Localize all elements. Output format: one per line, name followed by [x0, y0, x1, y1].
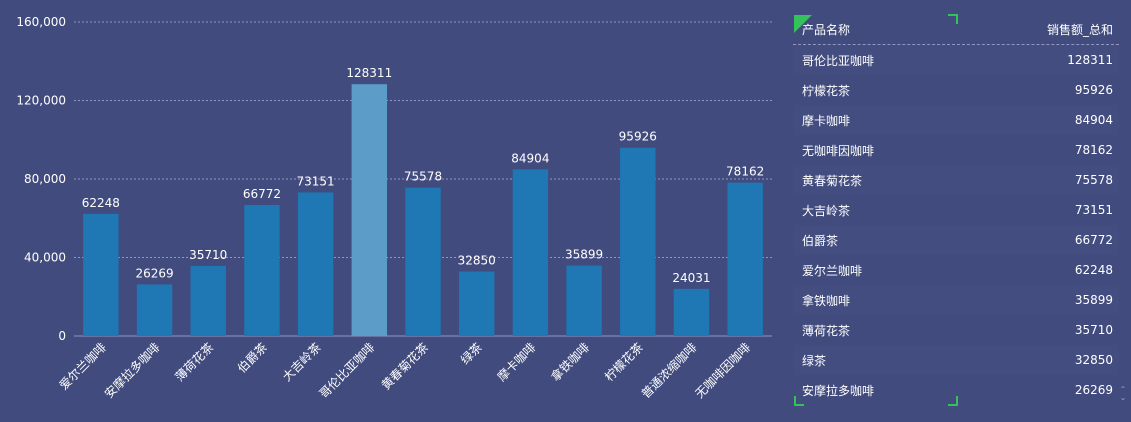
bar-value-label: 78162: [726, 165, 764, 179]
x-tick-label: 安摩拉多咖啡: [101, 340, 163, 402]
bars: [83, 84, 763, 336]
x-tick-label: 无咖啡因咖啡: [692, 340, 754, 402]
row-sales-value: 35899: [1074, 293, 1113, 307]
x-tick-label: 拿铁咖啡: [548, 340, 593, 385]
x-tick-label: 普通浓缩咖啡: [638, 340, 700, 402]
table-header-name: 产品名称: [802, 22, 851, 37]
row-product-name: 绿茶: [802, 353, 827, 368]
row-product-name: 爱尔兰咖啡: [802, 263, 863, 278]
row-product-name: 伯爵茶: [802, 233, 839, 248]
table-row[interactable]: 大吉岭茶 73151: [793, 195, 1119, 225]
panel-corner-bottom-right: [948, 396, 958, 406]
row-product-name: 薄荷花茶: [802, 323, 851, 338]
bar[interactable]: [190, 265, 226, 336]
table-row[interactable]: 哥伦比亚咖啡 128311: [793, 45, 1119, 75]
table-header-value: 销售额_总和: [1046, 22, 1113, 37]
x-tick-label: 哥伦比亚咖啡: [316, 340, 378, 402]
table-row[interactable]: 安摩拉多咖啡 26269: [793, 375, 1119, 405]
row-sales-value: 73151: [1074, 203, 1113, 217]
row-product-name: 柠檬花茶: [802, 83, 851, 98]
x-tick-label: 大吉岭茶: [279, 340, 324, 385]
x-tick-label: 薄荷花茶: [172, 340, 217, 385]
y-axis-ticks: 0 40,000 80,000 120,000 160,000: [16, 15, 66, 343]
sales-table: 产品名称 销售额_总和 哥伦比亚咖啡 128311 柠檬花茶 95926 摩卡咖啡 849…: [793, 14, 1119, 406]
bar-value-label: 62248: [82, 196, 120, 210]
bar-value-label: 73151: [297, 174, 335, 188]
row-sales-value: 84904: [1074, 113, 1113, 127]
row-product-name: 拿铁咖啡: [802, 293, 851, 308]
x-tick-label: 黄春菊花茶: [378, 340, 431, 393]
row-sales-value: 66772: [1074, 233, 1113, 247]
x-tick-label: 伯爵茶: [234, 340, 270, 376]
row-sales-value: 78162: [1074, 143, 1113, 157]
bar[interactable]: [136, 284, 173, 336]
bar-value-label: 66772: [243, 187, 281, 201]
row-sales-value: 35710: [1074, 323, 1113, 337]
bar-value-label: 35710: [189, 248, 227, 262]
bar-value-label: 84904: [511, 151, 549, 165]
bar[interactable]: [512, 169, 549, 336]
x-tick-label: 柠檬花茶: [601, 340, 646, 385]
y-tick-label: 160,000: [16, 15, 66, 29]
bar[interactable]: [673, 288, 710, 336]
panel-corner-bottom-left: [794, 396, 804, 406]
data-labels: 62248 26269 35710 66772 73151 128311 75578 3285…: [82, 66, 764, 285]
grid-lines: [74, 21, 772, 337]
row-sales-value: 26269: [1074, 383, 1113, 397]
row-sales-value: 95926: [1074, 83, 1113, 97]
bar[interactable]: [83, 213, 119, 336]
bar[interactable]: [458, 271, 495, 336]
bar-value-label: 75578: [404, 170, 442, 184]
row-sales-value: 62248: [1074, 263, 1113, 277]
table-row[interactable]: 黄春菊花茶 75578: [793, 165, 1119, 195]
row-product-name: 哥伦比亚咖啡: [802, 53, 875, 68]
y-tick-label: 0: [58, 329, 66, 343]
bar[interactable]: [566, 265, 602, 336]
bar-value-label: 26269: [135, 266, 173, 280]
table-header: 产品名称 销售额_总和: [793, 14, 1119, 45]
bar[interactable]: [297, 192, 334, 336]
row-sales-value: 75578: [1074, 173, 1113, 187]
table-body[interactable]: 哥伦比亚咖啡 128311 柠檬花茶 95926 摩卡咖啡 84904 无咖啡因咖啡 7816…: [793, 45, 1119, 405]
table-row[interactable]: 伯爵茶 66772: [793, 225, 1119, 255]
bar[interactable]: [405, 187, 441, 336]
bar-value-label: 95926: [619, 130, 657, 144]
row-product-name: 安摩拉多咖啡: [802, 383, 875, 398]
bar-value-label: 32850: [458, 254, 496, 268]
y-tick-label: 40,000: [24, 251, 66, 265]
table-row[interactable]: 爱尔兰咖啡 62248: [793, 255, 1119, 285]
panel-corner-top-right: [948, 14, 958, 24]
bar[interactable]: [244, 204, 280, 336]
bar-value-label: 35899: [565, 248, 603, 262]
table-row[interactable]: 绿茶 32850: [793, 345, 1119, 375]
bar-chart: 0 40,000 80,000 120,000 160,000 62248 26269 35…: [16, 15, 772, 402]
bar[interactable]: [351, 84, 388, 336]
table-row[interactable]: 柠檬花茶 95926: [793, 75, 1119, 105]
row-product-name: 无咖啡因咖啡: [802, 143, 875, 158]
table-row[interactable]: 拿铁咖啡 35899: [793, 285, 1119, 315]
x-tick-label: 爱尔兰咖啡: [56, 340, 109, 393]
bar-value-label: 128311: [346, 66, 392, 80]
x-tick-label: 摩卡咖啡: [494, 340, 539, 385]
table-row[interactable]: 摩卡咖啡 84904: [793, 105, 1119, 135]
bar-value-label: 24031: [672, 271, 710, 285]
y-tick-label: 80,000: [24, 172, 66, 186]
row-product-name: 大吉岭茶: [802, 203, 851, 218]
row-product-name: 摩卡咖啡: [802, 113, 851, 128]
bar[interactable]: [620, 147, 656, 336]
x-tick-label: 绿茶: [457, 340, 485, 368]
table-row[interactable]: 薄荷花茶 35710: [793, 315, 1119, 345]
x-axis-ticks: 爱尔兰咖啡安摩拉多咖啡 薄荷花茶 伯爵茶 大吉岭茶哥伦比亚咖啡 黄春菊花茶 绿茶 摩卡咖啡拿…: [56, 340, 753, 402]
table-row[interactable]: 无咖啡因咖啡 78162: [793, 135, 1119, 165]
row-product-name: 黄春菊花茶: [802, 173, 863, 188]
row-sales-value: 128311: [1067, 53, 1113, 67]
panel-flag-icon: [794, 15, 812, 33]
row-sales-value: 32850: [1074, 353, 1113, 367]
bar[interactable]: [727, 182, 763, 336]
y-tick-label: 120,000: [16, 94, 66, 108]
scroll-arrows-icon[interactable]: ⌃ ⌄: [1119, 385, 1127, 402]
